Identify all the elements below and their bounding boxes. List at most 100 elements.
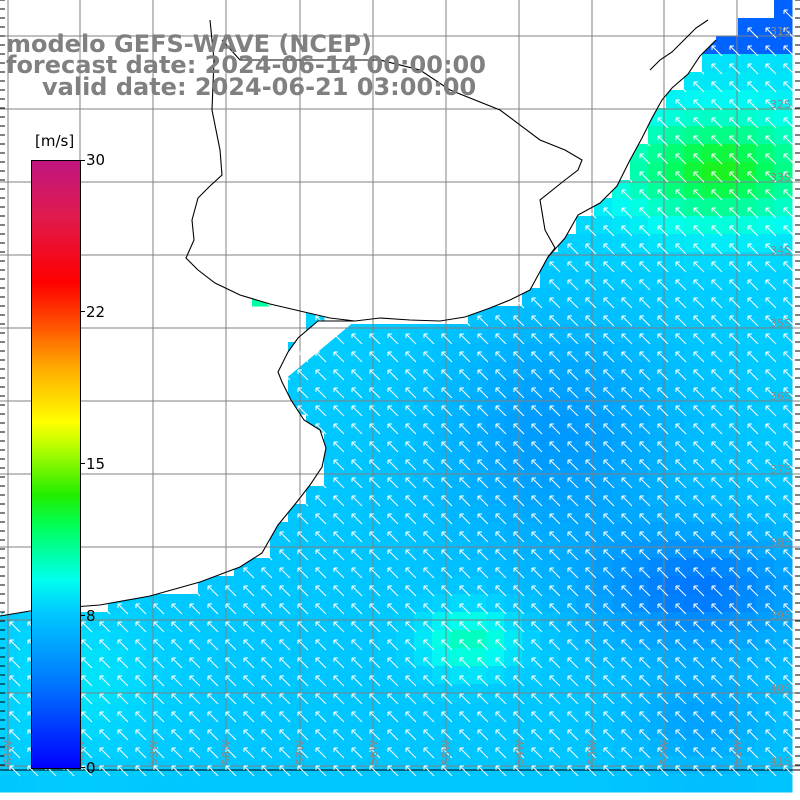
wind-arrow xyxy=(639,369,651,381)
wind-arrow xyxy=(585,333,597,345)
wind-arrow xyxy=(387,333,399,345)
wind-arrow xyxy=(783,711,795,723)
wind-arrow xyxy=(459,693,471,705)
wind-arrow xyxy=(423,549,435,561)
wind-arrow xyxy=(117,711,129,723)
wind-arrow xyxy=(315,513,327,525)
wind-speed-cell xyxy=(162,774,181,793)
border-line xyxy=(185,19,223,271)
latitude-label: 36S xyxy=(770,390,791,403)
wind-arrow xyxy=(171,729,183,741)
wind-arrow xyxy=(729,369,741,381)
wind-arrow xyxy=(747,765,759,777)
wind-arrow xyxy=(495,369,507,381)
wind-arrow xyxy=(639,171,651,183)
wind-arrow xyxy=(531,621,543,633)
wind-arrow xyxy=(675,477,687,489)
wind-arrow xyxy=(513,657,525,669)
wind-arrow xyxy=(477,765,489,777)
wind-arrow xyxy=(729,117,741,129)
wind-arrow xyxy=(585,441,597,453)
wind-arrow xyxy=(351,711,363,723)
wind-arrow xyxy=(729,135,741,147)
wind-arrow xyxy=(657,423,669,435)
wind-arrow xyxy=(477,693,489,705)
wind-arrow xyxy=(765,153,777,165)
wind-speed-cell xyxy=(72,774,91,793)
wind-arrow xyxy=(657,765,669,777)
wind-arrow xyxy=(513,549,525,561)
wind-arrow xyxy=(333,423,345,435)
wind-arrow xyxy=(405,495,417,507)
wind-arrow xyxy=(423,729,435,741)
wind-arrow xyxy=(567,387,579,399)
wind-arrow xyxy=(81,657,93,669)
wind-arrow xyxy=(603,729,615,741)
wind-arrow xyxy=(135,711,147,723)
wind-arrow xyxy=(693,225,705,237)
wind-arrow xyxy=(279,675,291,687)
wind-arrow xyxy=(153,765,165,777)
wind-arrow xyxy=(459,639,471,651)
wind-arrow xyxy=(783,729,795,741)
wind-arrow xyxy=(639,297,651,309)
wind-arrow xyxy=(441,585,453,597)
wind-arrow xyxy=(477,369,489,381)
wind-arrow xyxy=(153,675,165,687)
wind-arrow xyxy=(351,351,363,363)
wind-arrow xyxy=(603,549,615,561)
coastline-segment xyxy=(197,39,717,322)
wind-arrow xyxy=(603,279,615,291)
wind-arrow xyxy=(153,657,165,669)
colorbar-tick xyxy=(80,311,85,312)
wind-arrow xyxy=(783,495,795,507)
wind-arrow xyxy=(405,405,417,417)
wind-speed-cell xyxy=(738,774,757,793)
wind-arrow xyxy=(189,621,201,633)
wind-arrow xyxy=(783,171,795,183)
wind-arrow xyxy=(315,585,327,597)
wind-arrow xyxy=(693,279,705,291)
wind-arrow xyxy=(783,513,795,525)
wind-arrow xyxy=(783,279,795,291)
wind-arrow xyxy=(351,423,363,435)
wind-arrow xyxy=(783,45,795,57)
wind-arrow xyxy=(711,207,723,219)
wind-arrow xyxy=(531,477,543,489)
wind-arrow xyxy=(747,585,759,597)
wind-arrow xyxy=(207,693,219,705)
wind-arrow xyxy=(513,315,525,327)
wind-arrow xyxy=(711,225,723,237)
wind-arrow xyxy=(747,225,759,237)
wind-speed-cell xyxy=(486,774,505,793)
wind-arrow xyxy=(693,135,705,147)
wind-arrow xyxy=(765,603,777,615)
colorbar-tick-label: 8 xyxy=(86,607,96,625)
valid-date: valid date: 2024-06-21 03:00:00 xyxy=(42,73,477,101)
wind-speed-cell xyxy=(468,774,487,793)
wind-arrow xyxy=(333,477,345,489)
wind-arrow xyxy=(405,657,417,669)
wind-arrow xyxy=(99,729,111,741)
wind-arrow xyxy=(747,207,759,219)
wind-speed-cell xyxy=(216,774,235,793)
wind-arrow xyxy=(477,585,489,597)
wind-arrow xyxy=(495,549,507,561)
wind-arrow xyxy=(423,657,435,669)
wind-arrow xyxy=(639,225,651,237)
wind-arrow xyxy=(459,369,471,381)
wind-arrow xyxy=(405,585,417,597)
wind-arrow xyxy=(729,495,741,507)
wind-arrow xyxy=(513,405,525,417)
wind-arrow xyxy=(765,567,777,579)
wind-arrow xyxy=(711,639,723,651)
wind-arrow xyxy=(675,315,687,327)
coastline-segment xyxy=(649,19,709,71)
wind-arrow xyxy=(639,585,651,597)
wind-arrow xyxy=(549,603,561,615)
wind-arrow xyxy=(495,387,507,399)
wind-arrow xyxy=(531,531,543,543)
wind-arrow xyxy=(549,513,561,525)
wind-arrow xyxy=(711,765,723,777)
wind-arrow xyxy=(747,387,759,399)
